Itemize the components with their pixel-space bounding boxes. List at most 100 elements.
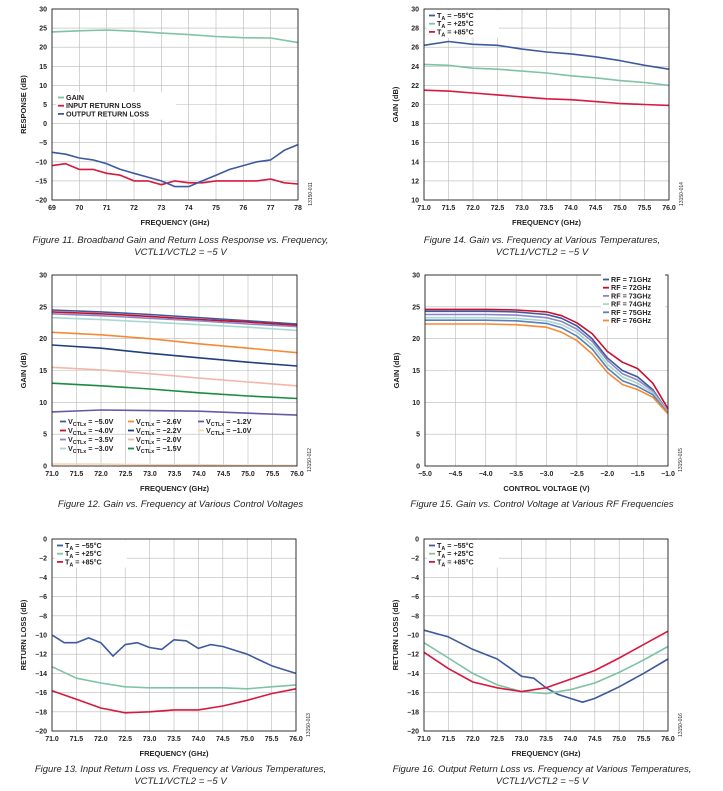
caption-line-2: VCTL1/VCTL2 = −5 V: [495, 776, 589, 787]
caption-line-1: Figure 16. Output Return Loss vs. Freque…: [392, 764, 692, 775]
x-tick-label: 73.0: [515, 205, 529, 212]
legend-label: RF = 73GHz: [611, 291, 652, 300]
x-tick-label: 76.0: [290, 471, 304, 478]
y-tick-label: 25: [39, 26, 47, 33]
y-tick-label: 5: [416, 432, 420, 439]
series-group: [425, 308, 669, 415]
x-tick-label: −2.5: [570, 471, 584, 478]
legend-label-part: T: [437, 541, 442, 550]
figure-code: 13150-012: [307, 448, 313, 472]
y-tick-label: 20: [411, 102, 419, 109]
plot-frame: [424, 274, 669, 467]
legend-label-part: V: [206, 426, 211, 435]
x-tick-label: 74.0: [564, 736, 578, 743]
y-tick-label: –6: [39, 594, 47, 601]
legend-label-part: = −1.2V: [224, 417, 251, 426]
caption-line-1: Figure 12. Gain vs. Frequency at Various…: [57, 499, 304, 510]
series-group: [423, 40, 670, 107]
y-tick-label: –10: [35, 159, 47, 166]
legend: TA = −55°CTA = +25°CTA = +85°C: [427, 10, 499, 38]
y-tick-label: 0: [43, 121, 47, 128]
x-tick-label: −5.0: [418, 471, 432, 478]
x-tick-label: 71.5: [70, 736, 84, 743]
x-tick-label: 73.5: [540, 205, 554, 212]
x-tick-label: 76.0: [661, 736, 675, 743]
y-tick-label: 16: [411, 140, 419, 147]
legend-label: TA = +85°C: [437, 557, 474, 568]
x-tick-label: 72.5: [119, 471, 133, 478]
grid: [423, 538, 669, 732]
grid: [423, 8, 670, 201]
x-tick-label: −4.0: [479, 471, 493, 478]
y-tick-label: 0: [43, 464, 47, 471]
y-tick-label: 5: [43, 102, 47, 109]
x-tick-label: 78: [294, 205, 302, 212]
plot-frame: [423, 8, 670, 201]
caption-line-2: VCTL1/VCTL2 = −5 V: [134, 247, 227, 258]
legend-label-part: = −2.6V: [154, 417, 181, 426]
x-tick-label: −4.5: [448, 471, 462, 478]
y-axis-label: GAIN (dB): [392, 352, 401, 388]
y-tick-label: –6: [411, 594, 419, 601]
legend-label: TA = +25°C: [437, 549, 474, 560]
series-line: [51, 311, 298, 327]
x-tick-label: 69: [48, 205, 56, 212]
y-tick-label: 15: [412, 368, 420, 375]
legend-label: VCTLx = −3.5V: [68, 435, 114, 446]
y-tick-label: 0: [43, 537, 47, 544]
caption-line-1: Figure 15. Gain vs. Control Voltage at V…: [410, 499, 674, 510]
legend-label-part: = −3.0V: [86, 444, 113, 453]
legend-label-part: = −1.5V: [154, 444, 181, 453]
legend-label: VCTLx = −2.0V: [136, 435, 182, 446]
legend-label-part: = −3.5V: [86, 435, 113, 444]
legend-label: TA = −55°C: [437, 11, 474, 22]
series-line: [51, 688, 297, 714]
y-tick-label: 20: [412, 336, 420, 343]
x-tick-label: 71.5: [442, 736, 456, 743]
legend-label: TA = +25°C: [65, 549, 102, 560]
legend-label-sub: A: [441, 16, 445, 22]
legend-label-sub: A: [69, 562, 73, 568]
legend-label: TA = +85°C: [65, 557, 102, 568]
chart-fig12: 71.0 71.5 72.0 72.5 73.0 73.5 74.0 74.5 75.0 75.5…: [19, 273, 313, 494]
legend-label-part: T: [65, 549, 70, 558]
plot-frame: [51, 8, 299, 201]
legend-label-sub: A: [441, 554, 445, 560]
legend-label: RF = 74GHz: [611, 300, 652, 309]
legend-label-part: = +85°C: [445, 557, 473, 566]
chart-fig15: −5.0 −4.5 −4.0 −3.5 −3.0 −2.5 −2.0 −1.5 −1.0 0 5 10…: [392, 273, 684, 494]
series-line: [423, 63, 670, 87]
chart-panel-fig13: 71.0 71.5 72.0 72.5 73.0 73.5 74.0 74.5 75.0 75.5…: [0, 528, 361, 791]
x-tick-label: 74.0: [192, 736, 206, 743]
y-tick-label: –8: [411, 613, 419, 620]
legend-label-part: = +25°C: [445, 549, 473, 558]
y-tick-label: 10: [39, 400, 47, 407]
x-tick-label: 72.0: [94, 736, 108, 743]
x-tick-label: −2.0: [600, 471, 614, 478]
series-line: [51, 331, 298, 354]
legend-label-part: T: [437, 549, 442, 558]
x-tick-label: 73: [157, 205, 165, 212]
series-group: [51, 634, 297, 714]
legend-label-part: T: [437, 11, 442, 20]
x-tick-label: −3.5: [509, 471, 523, 478]
legend-label: RF = 72GHz: [611, 283, 652, 292]
x-tick-label: 71.5: [70, 471, 84, 478]
figure-code: 13150-015: [678, 448, 684, 472]
legend-label: VCTLx = −1.2V: [206, 417, 252, 428]
x-tick-label: 75: [212, 205, 220, 212]
legend-label: TA = +85°C: [437, 27, 474, 38]
legend-label-part: V: [136, 435, 141, 444]
legend-label: RF = 76GHz: [611, 316, 652, 325]
legend-label: VCTLx = −1.5V: [136, 444, 182, 455]
chart-panel-fig15: −5.0 −4.5 −4.0 −3.5 −3.0 −2.5 −2.0 −1.5 −1.0 0 5 10…: [361, 265, 723, 515]
legend-label-sub: CTLx: [141, 449, 154, 455]
y-tick-label: 20: [39, 45, 47, 52]
legend-label-part: = −55°C: [445, 541, 473, 550]
legend-label: TA = −55°C: [65, 541, 102, 552]
series-line: [423, 89, 670, 107]
x-tick-label: 72.5: [491, 205, 505, 212]
series-line: [51, 162, 299, 186]
